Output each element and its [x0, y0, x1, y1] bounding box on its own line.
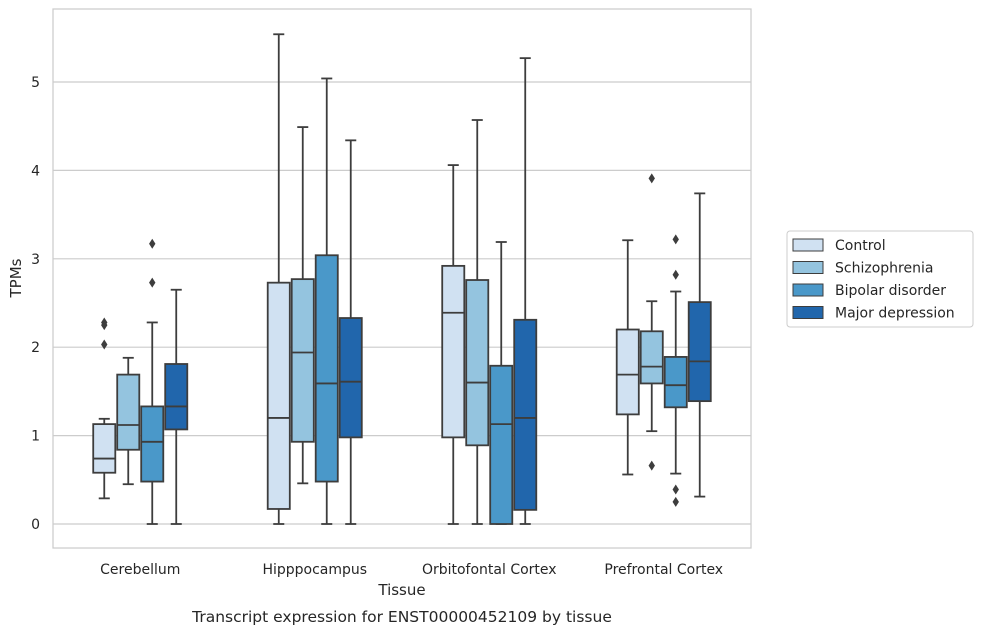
box-control: [615, 239, 640, 476]
box-iqr: [465, 279, 490, 447]
y-tick-label: 3: [31, 252, 40, 268]
box-iqr: [116, 373, 141, 451]
legend: Control Schizophrenia Bipolar disorder Majo…: [786, 230, 974, 328]
box-iqr: [441, 264, 466, 439]
box-schizophrenia: [116, 356, 141, 486]
box-iqr: [338, 317, 363, 439]
box-control: [441, 164, 466, 525]
outlier-point: [672, 484, 679, 495]
box-iqr: [164, 363, 189, 431]
gridlines: [53, 81, 751, 525]
box-iqr: [687, 301, 712, 403]
box-iqr: [615, 328, 640, 416]
y-tick-label: 2: [31, 340, 40, 356]
x-tick-label: Prefrontal Cortex: [604, 562, 723, 578]
y-tick-label: 4: [31, 163, 40, 179]
box-iqr: [266, 281, 291, 510]
outlier-point: [101, 317, 108, 328]
chart-caption: Transcript expression for ENST0000045210…: [191, 608, 612, 626]
y-tick-label: 5: [31, 75, 40, 91]
legend-swatch: [792, 306, 824, 319]
box-iqr: [290, 278, 315, 443]
box-bipolar-disorder: [314, 77, 339, 525]
legend-label: Bipolar disorder: [835, 283, 946, 299]
box-control: [266, 33, 291, 525]
x-tick-labels: Cerebellum Hipppocampus Orbitofontal Corte…: [100, 562, 723, 578]
legend-frame: [786, 230, 974, 328]
x-tick-label: Orbitofontal Cortex: [422, 562, 557, 578]
box-major-depression: [513, 57, 538, 525]
box-iqr: [513, 318, 538, 511]
x-tick-label: Hipppocampus: [262, 562, 367, 578]
box-bipolar-disorder: [663, 234, 688, 507]
outlier-point: [101, 339, 108, 350]
box-bipolar-disorder: [140, 238, 165, 525]
y-tick-labels: 0 1 2 3 4 5: [31, 75, 40, 533]
legend-label: Major depression: [835, 306, 955, 322]
legend-swatch: [792, 283, 824, 297]
outlier-point: [648, 460, 655, 471]
y-tick-label: 1: [31, 429, 40, 445]
legend-swatch: [792, 261, 824, 274]
outlier-point: [648, 173, 655, 184]
y-tick-label: 0: [31, 517, 40, 533]
box-control: [92, 317, 117, 500]
legend-label: Schizophrenia: [835, 261, 933, 277]
outlier-point: [672, 234, 679, 245]
x-axis-label: Tissue: [377, 581, 425, 599]
box-major-depression: [338, 139, 363, 525]
box-iqr: [140, 405, 165, 483]
outlier-point: [672, 269, 679, 280]
outlier-point: [149, 277, 156, 288]
outlier-point: [672, 496, 679, 507]
box-iqr: [639, 330, 664, 385]
box-iqr: [92, 423, 117, 474]
plot-frame: [52, 8, 752, 549]
box-major-depression: [164, 288, 189, 525]
outlier-point: [149, 238, 156, 249]
x-tick-label: Cerebellum: [100, 562, 180, 578]
legend-swatch: [792, 238, 824, 252]
box-iqr: [489, 364, 514, 525]
box-iqr: [663, 356, 688, 409]
y-axis-label: TPMs: [7, 258, 25, 298]
box-schizophrenia: [465, 119, 490, 525]
legend-label: Control: [835, 238, 886, 254]
box-layer: [92, 33, 712, 525]
box-schizophrenia: [290, 126, 315, 485]
box-schizophrenia: [639, 173, 664, 471]
box-iqr: [314, 254, 339, 483]
box-bipolar-disorder: [489, 241, 514, 525]
box-major-depression: [687, 192, 712, 498]
